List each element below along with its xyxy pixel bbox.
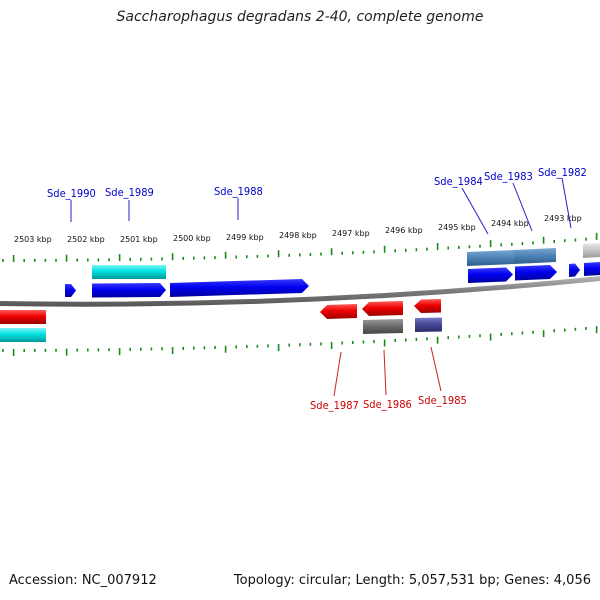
scale-label: 2495 kbp: [438, 223, 476, 232]
gene-label-sde-1989: Sde_1989: [105, 186, 154, 199]
gene-label-sde-1988: Sde_1988: [214, 185, 263, 198]
gene-arrow-sde-1982-part[interactable]: [569, 263, 580, 278]
gene-arrow-sde-1985[interactable]: [414, 299, 441, 313]
scale-label: 2500 kbp: [173, 234, 211, 243]
gene-label-sde-1984: Sde_1984: [434, 175, 483, 188]
scale-label: 2499 kbp: [226, 233, 264, 242]
scale-label: 2501 kbp: [120, 235, 158, 244]
cds-bar-sde-1989[interactable]: [92, 265, 166, 279]
gene-label-sde-1982: Sde_1982: [538, 166, 587, 179]
scale-label: 2502 kbp: [67, 235, 105, 244]
forward-gene-arrows: [65, 262, 600, 298]
gene-label-sde-1985: Sde_1985: [418, 394, 467, 407]
scale-label: 2494 kbp: [491, 219, 529, 228]
forward-scale-ticks: [2, 232, 598, 262]
scale-labels: 2503 kbp 2502 kbp 2501 kbp 2500 kbp 2499…: [14, 214, 582, 244]
accession-text: Accession: NC_007912: [9, 573, 157, 588]
scale-label: 2503 kbp: [14, 235, 52, 244]
cds-bar-left-edge[interactable]: [0, 328, 46, 342]
cds-bar-sde-1984[interactable]: [467, 250, 514, 266]
genome-backbone: [0, 276, 600, 307]
forward-cds-bars: [92, 243, 600, 279]
forward-gene-labels: Sde_1990 Sde_1989 Sde_1988 Sde_1984 Sde_…: [47, 166, 587, 200]
gene-label-sde-1986: Sde_1986: [363, 398, 412, 411]
gene-label-sde-1990: Sde_1990: [47, 187, 96, 200]
gene-label-sde-1987: Sde_1987: [310, 399, 359, 412]
reverse-label-leaders: [333, 346, 442, 397]
scale-label: 2496 kbp: [385, 226, 423, 235]
cds-bar-sde-1985[interactable]: [415, 317, 442, 333]
cds-bar-sde-1982[interactable]: [583, 243, 600, 258]
gene-arrow-sde-1988[interactable]: [170, 279, 309, 297]
cds-bar-sde-1983[interactable]: [514, 248, 556, 264]
gene-arrow-sde-1982[interactable]: [584, 262, 600, 276]
cds-bar-sde-1986[interactable]: [363, 319, 403, 334]
reverse-gene-labels: Sde_1987 Sde_1986 Sde_1985: [310, 394, 467, 412]
gene-arrow-sde-1990[interactable]: [65, 284, 76, 297]
reverse-cds-bars: [0, 317, 442, 342]
reverse-gene-arrows: [0, 299, 441, 324]
genome-summary-text: Topology: circular; Length: 5,057,531 bp…: [233, 573, 591, 588]
reverse-scale-ticks: [2, 326, 598, 356]
scale-label: 2498 kbp: [279, 231, 317, 240]
gene-arrow-sde-1986[interactable]: [362, 301, 403, 316]
forward-label-leaders: [70, 177, 572, 235]
scale-label: 2497 kbp: [332, 229, 370, 238]
gene-arrow-sde-1989[interactable]: [92, 283, 166, 298]
gene-arrow-left-edge[interactable]: [0, 310, 46, 324]
genome-title: Saccharophagus degradans 2-40, complete …: [116, 9, 484, 25]
scale-label: 2493 kbp: [544, 214, 582, 223]
gene-arrow-sde-1983[interactable]: [515, 265, 557, 281]
gene-arrow-sde-1987[interactable]: [320, 304, 357, 319]
gene-label-sde-1983: Sde_1983: [484, 170, 533, 183]
gene-arrow-sde-1984[interactable]: [468, 267, 513, 284]
